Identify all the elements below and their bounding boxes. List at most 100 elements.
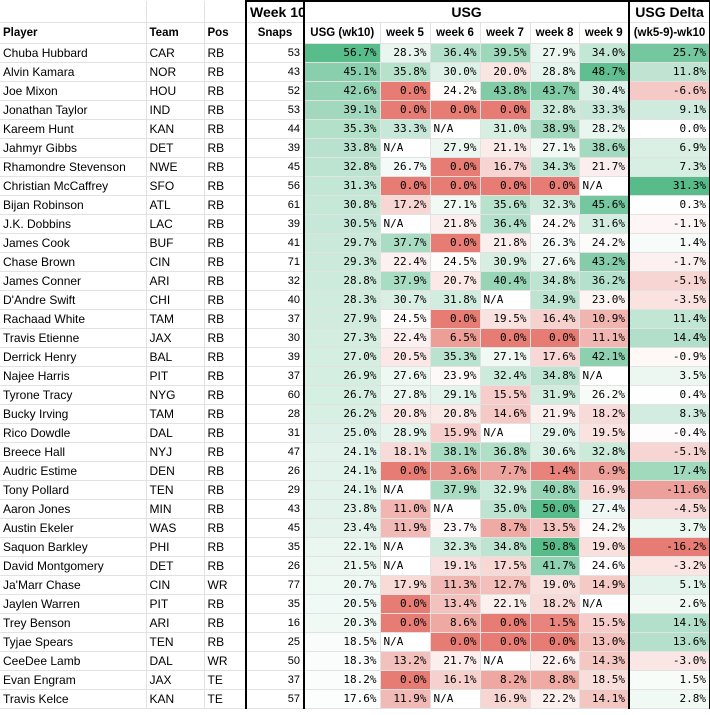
- week6-cell[interactable]: 0.0%: [430, 100, 481, 120]
- week9-cell[interactable]: 31.6%: [579, 214, 630, 234]
- week8-cell[interactable]: 0.0%: [530, 328, 580, 348]
- week7-cell[interactable]: 35.0%: [480, 499, 531, 519]
- col-week5-header[interactable]: week 5: [380, 22, 431, 44]
- snaps-cell[interactable]: 32: [245, 271, 305, 291]
- week6-cell[interactable]: 20.8%: [430, 404, 481, 424]
- team-cell[interactable]: DET: [146, 556, 205, 576]
- week7-cell[interactable]: N/A: [480, 423, 531, 443]
- pos-cell[interactable]: RB: [204, 309, 247, 329]
- delta-cell[interactable]: 0.3%: [628, 195, 710, 215]
- snaps-cell[interactable]: 43: [245, 499, 305, 519]
- week5-cell[interactable]: 20.5%: [380, 347, 431, 367]
- week8-cell[interactable]: 8.8%: [530, 670, 580, 690]
- week6-cell[interactable]: 27.1%: [430, 195, 481, 215]
- player-cell[interactable]: D'Andre Swift: [0, 290, 147, 310]
- week7-cell[interactable]: 40.4%: [480, 271, 531, 291]
- week5-cell[interactable]: 33.3%: [380, 119, 431, 139]
- col-snaps-header[interactable]: Snaps: [245, 22, 305, 44]
- player-cell[interactable]: Chuba Hubbard: [0, 43, 147, 63]
- week6-cell[interactable]: 29.1%: [430, 385, 481, 405]
- team-cell[interactable]: PIT: [146, 594, 205, 614]
- week7-cell[interactable]: 35.6%: [480, 195, 531, 215]
- header-empty-2[interactable]: [146, 1, 205, 23]
- delta-cell[interactable]: -6.6%: [628, 81, 710, 101]
- week6-cell[interactable]: 19.1%: [430, 556, 481, 576]
- week7-cell[interactable]: 32.4%: [480, 366, 531, 386]
- snaps-cell[interactable]: 61: [245, 195, 305, 215]
- team-cell[interactable]: JAX: [146, 670, 205, 690]
- week7-cell[interactable]: 15.5%: [480, 385, 531, 405]
- week9-cell[interactable]: 26.2%: [579, 385, 630, 405]
- delta-cell[interactable]: 1.4%: [628, 233, 710, 253]
- team-cell[interactable]: HOU: [146, 81, 205, 101]
- week8-cell[interactable]: 29.0%: [530, 423, 580, 443]
- usg-wk10-cell[interactable]: 18.3%: [303, 651, 381, 671]
- usg-wk10-cell[interactable]: 20.5%: [303, 594, 381, 614]
- week9-cell[interactable]: 27.4%: [579, 499, 630, 519]
- week7-cell[interactable]: 27.1%: [480, 347, 531, 367]
- delta-cell[interactable]: 11.8%: [628, 62, 710, 82]
- week5-cell[interactable]: 22.4%: [380, 328, 431, 348]
- team-cell[interactable]: DEN: [146, 461, 205, 481]
- snaps-cell[interactable]: 35: [245, 537, 305, 557]
- week5-cell[interactable]: 0.0%: [380, 100, 431, 120]
- snaps-cell[interactable]: 26: [245, 461, 305, 481]
- pos-cell[interactable]: RB: [204, 537, 247, 557]
- snaps-cell[interactable]: 35: [245, 594, 305, 614]
- week9-cell[interactable]: 11.1%: [579, 328, 630, 348]
- delta-cell[interactable]: -3.5%: [628, 290, 710, 310]
- delta-cell[interactable]: 1.5%: [628, 670, 710, 690]
- week9-cell[interactable]: 6.9%: [579, 461, 630, 481]
- week5-cell[interactable]: 30.7%: [380, 290, 431, 310]
- week6-cell[interactable]: 20.7%: [430, 271, 481, 291]
- player-cell[interactable]: Saquon Barkley: [0, 537, 147, 557]
- week6-cell[interactable]: N/A: [430, 689, 481, 709]
- week9-cell[interactable]: N/A: [579, 176, 630, 196]
- week7-cell[interactable]: 0.0%: [480, 176, 531, 196]
- pos-cell[interactable]: RB: [204, 100, 247, 120]
- team-cell[interactable]: WAS: [146, 518, 205, 538]
- usg-wk10-cell[interactable]: 56.7%: [303, 43, 381, 63]
- pos-cell[interactable]: RB: [204, 138, 247, 158]
- week6-cell[interactable]: 8.6%: [430, 613, 481, 633]
- pos-cell[interactable]: RB: [204, 499, 247, 519]
- week8-cell[interactable]: 16.4%: [530, 309, 580, 329]
- pos-cell[interactable]: RB: [204, 613, 247, 633]
- week6-cell[interactable]: 23.7%: [430, 518, 481, 538]
- week5-cell[interactable]: N/A: [380, 480, 431, 500]
- usg-wk10-cell[interactable]: 17.6%: [303, 689, 381, 709]
- delta-cell[interactable]: -11.6%: [628, 480, 710, 500]
- snaps-cell[interactable]: 26: [245, 556, 305, 576]
- week5-cell[interactable]: 0.0%: [380, 594, 431, 614]
- usg-wk10-cell[interactable]: 18.5%: [303, 632, 381, 652]
- usg-wk10-cell[interactable]: 20.7%: [303, 575, 381, 595]
- snaps-cell[interactable]: 39: [245, 138, 305, 158]
- week7-cell[interactable]: 14.6%: [480, 404, 531, 424]
- usg-wk10-cell[interactable]: 22.1%: [303, 537, 381, 557]
- usg-wk10-cell[interactable]: 18.2%: [303, 670, 381, 690]
- week6-cell[interactable]: 38.1%: [430, 442, 481, 462]
- week5-cell[interactable]: 27.6%: [380, 366, 431, 386]
- usg-wk10-cell[interactable]: 42.6%: [303, 81, 381, 101]
- week6-cell[interactable]: 13.4%: [430, 594, 481, 614]
- delta-cell[interactable]: 31.3%: [628, 176, 710, 196]
- delta-cell[interactable]: 3.5%: [628, 366, 710, 386]
- snaps-cell[interactable]: 16: [245, 613, 305, 633]
- week5-cell[interactable]: 37.7%: [380, 233, 431, 253]
- week9-cell[interactable]: 34.0%: [579, 43, 630, 63]
- snaps-cell[interactable]: 28: [245, 404, 305, 424]
- week6-cell[interactable]: 21.8%: [430, 214, 481, 234]
- team-cell[interactable]: TEN: [146, 632, 205, 652]
- team-cell[interactable]: ARI: [146, 613, 205, 633]
- usg-wk10-cell[interactable]: 25.0%: [303, 423, 381, 443]
- snaps-cell[interactable]: 53: [245, 100, 305, 120]
- week5-cell[interactable]: 0.0%: [380, 176, 431, 196]
- week8-cell[interactable]: 34.9%: [530, 290, 580, 310]
- week7-cell[interactable]: 32.9%: [480, 480, 531, 500]
- snaps-cell[interactable]: 71: [245, 252, 305, 272]
- week5-cell[interactable]: 18.1%: [380, 442, 431, 462]
- week7-cell[interactable]: 0.0%: [480, 328, 531, 348]
- week7-cell[interactable]: 19.5%: [480, 309, 531, 329]
- team-cell[interactable]: IND: [146, 100, 205, 120]
- player-cell[interactable]: Kareem Hunt: [0, 119, 147, 139]
